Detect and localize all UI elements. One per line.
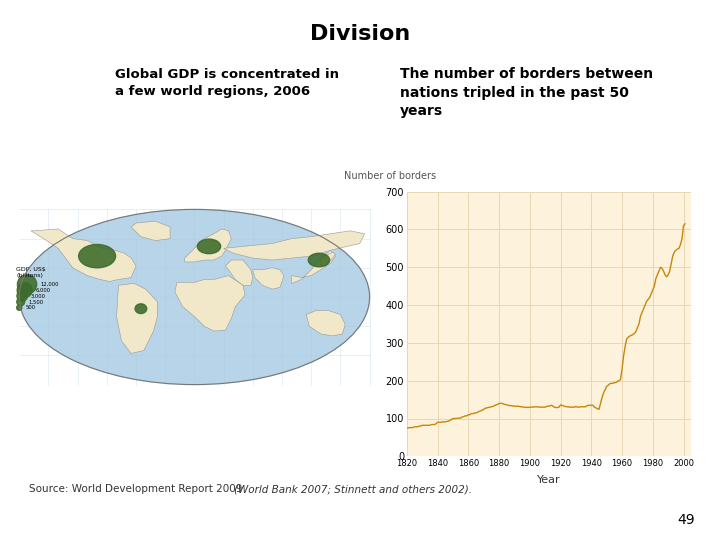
Ellipse shape [19, 210, 369, 384]
Circle shape [17, 298, 24, 306]
Circle shape [17, 275, 37, 294]
Text: Global GDP is concentrated in
a few world regions, 2006: Global GDP is concentrated in a few worl… [115, 68, 339, 98]
Text: GDP, US$
(billions): GDP, US$ (billions) [17, 267, 46, 278]
Circle shape [17, 283, 32, 298]
Text: 1,500: 1,500 [28, 299, 43, 305]
Polygon shape [306, 310, 345, 336]
Text: 49: 49 [678, 512, 695, 526]
Polygon shape [31, 229, 136, 281]
Text: 500: 500 [25, 305, 35, 310]
Text: 6,000: 6,000 [36, 288, 51, 293]
Circle shape [17, 305, 22, 310]
Polygon shape [321, 252, 336, 266]
Polygon shape [224, 231, 364, 260]
Polygon shape [184, 229, 231, 262]
Polygon shape [175, 275, 245, 331]
Circle shape [17, 291, 27, 301]
Ellipse shape [197, 239, 220, 254]
Text: 3,000: 3,000 [31, 294, 46, 299]
Text: The number of borders between
nations tripled in the past 50
years: The number of borders between nations tr… [400, 68, 653, 118]
Polygon shape [225, 260, 253, 285]
Polygon shape [117, 284, 158, 354]
Text: Number of borders: Number of borders [344, 171, 436, 181]
Polygon shape [292, 251, 336, 284]
Ellipse shape [78, 245, 116, 268]
Text: 12,000: 12,000 [40, 282, 59, 287]
Ellipse shape [308, 253, 330, 267]
Polygon shape [253, 268, 284, 289]
Polygon shape [131, 221, 170, 240]
X-axis label: Year: Year [537, 475, 561, 485]
Ellipse shape [135, 304, 147, 314]
Text: Division: Division [310, 24, 410, 44]
Text: (World Bank 2007; Stinnett and others 2002).: (World Bank 2007; Stinnett and others 20… [234, 484, 472, 494]
Text: Source: World Development Report 2009: Source: World Development Report 2009 [29, 484, 246, 494]
